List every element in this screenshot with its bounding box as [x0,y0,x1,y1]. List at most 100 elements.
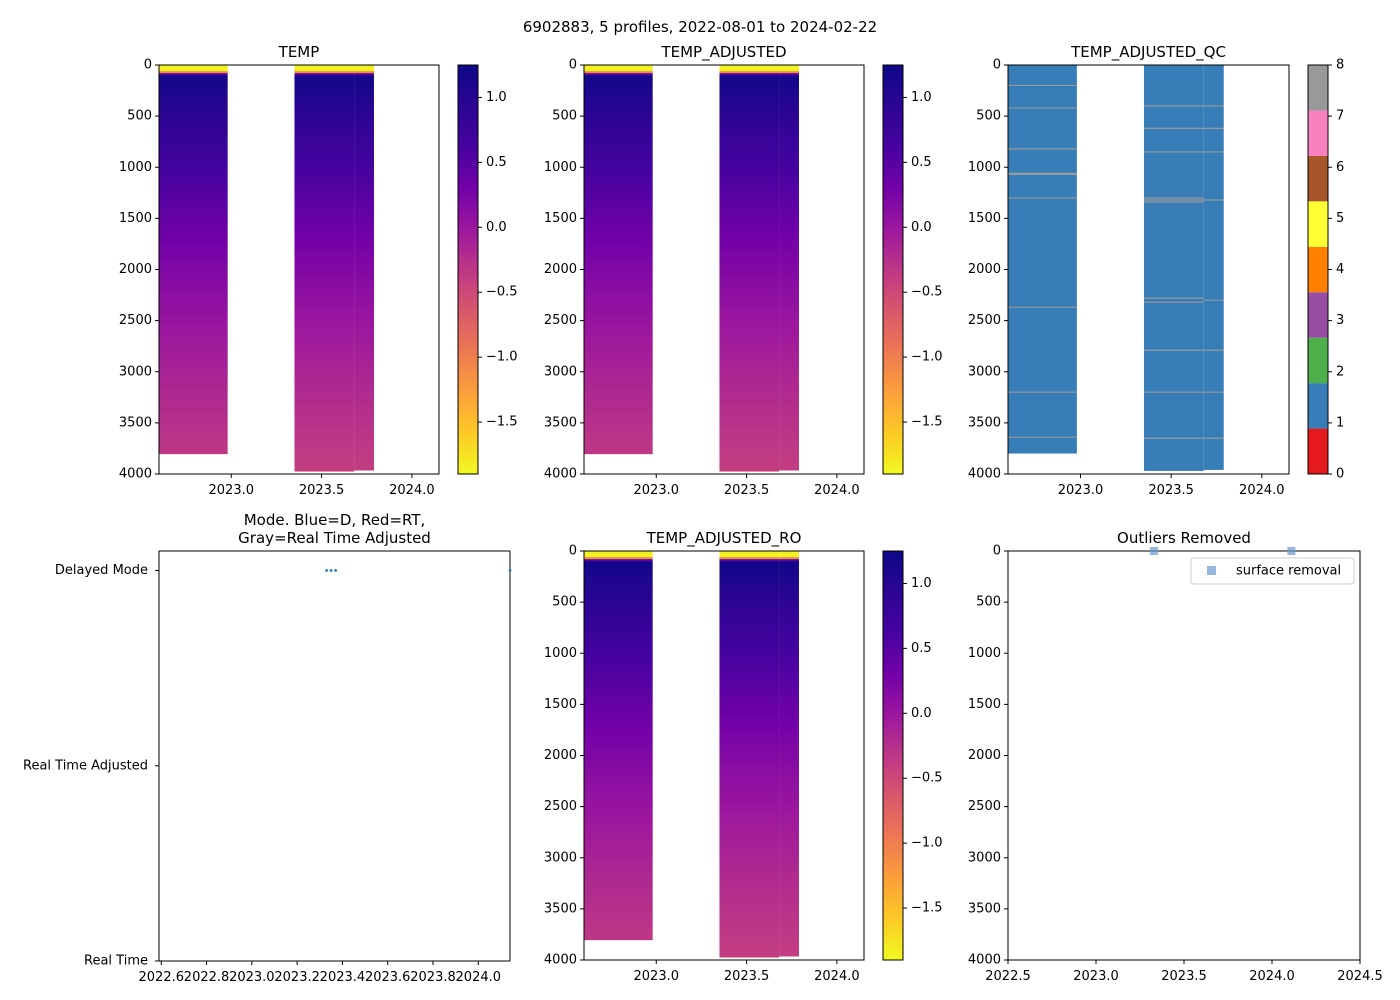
heatmap-cell [159,406,228,410]
heatmap-cell [584,234,653,238]
heatmap-cell [294,154,355,158]
heatmap-cell [584,733,653,736]
heatmap-cell [584,228,653,232]
heatmap-cell [719,87,780,91]
heatmap-cell [354,116,374,119]
heatmap-cell [294,359,355,363]
heatmap-cell [159,169,228,172]
heatmap-cell [719,257,780,260]
heatmap-cell [779,443,799,446]
heatmap-cell [294,275,355,279]
heatmap-cell [294,247,355,250]
heatmap-cell [719,433,780,436]
heatmap-cell [779,91,799,95]
heatmap-cell [584,602,653,605]
heatmap-cell [584,870,653,873]
heatmap-cell [779,784,799,787]
heatmap-cell [584,306,653,309]
heatmap-cell [584,925,653,928]
heatmap-cell [779,757,799,761]
heatmap-cell [719,808,780,812]
heatmap-cell [584,398,653,401]
heatmap-cell [584,171,653,174]
heatmap-cell [779,816,799,820]
heatmap-cell [584,749,653,753]
heatmap-cell [294,410,355,414]
heatmap-cell [584,312,653,316]
heatmap-cell [584,433,653,436]
heatmap-cell [294,355,355,359]
heatmap-cell [584,255,653,258]
heatmap-cell [719,712,780,716]
heatmap-cell [294,449,355,453]
heatmap-cell [719,404,780,408]
heatmap-cell [719,681,780,685]
heatmap-cell [719,347,780,350]
heatmap-cell [779,931,799,935]
heatmap-cell [584,416,653,420]
heatmap-cell [354,77,374,80]
heatmap-cell [294,79,355,82]
heatmap-cell [584,874,653,877]
heatmap-cell [354,398,374,401]
heatmap-cell [294,132,355,136]
heatmap-cell [354,263,374,267]
heatmap-cell [719,261,780,264]
heatmap-cell [354,363,374,367]
heatmap-cell [584,655,653,658]
heatmap-cell [584,347,653,350]
heatmap-cell [719,365,780,369]
colorbar-tick-label: 4 [1336,262,1344,277]
heatmap-cell [354,336,374,340]
heatmap-cell [779,195,799,199]
heatmap-cell [779,451,799,455]
heatmap-cell [159,324,228,328]
heatmap-cell [584,375,653,379]
heatmap-cell [354,167,374,170]
heatmap-cell [354,95,374,99]
heatmap-cell [584,814,653,818]
heatmap-cell [294,109,355,113]
qc-column [1203,65,1224,470]
heatmap-cell [779,291,799,295]
heatmap-cell [719,271,780,275]
heatmap-cell [779,107,799,111]
y-tick-label: 500 [976,595,1001,610]
heatmap-cell [159,424,228,428]
heatmap-cell [584,659,653,663]
heatmap-cell [159,322,228,326]
heatmap-cell [779,634,799,638]
heatmap-cell [779,857,799,861]
heatmap-cell [779,806,799,810]
heatmap-cell [779,683,799,687]
heatmap-cell [779,577,799,581]
heatmap-cell [779,767,799,771]
heatmap-cell [584,595,653,599]
heatmap-cell [584,91,653,95]
heatmap-cell [779,204,799,207]
heatmap-cell [584,872,653,875]
heatmap-cell [779,661,799,665]
heatmap-cell [584,551,653,554]
heatmap-cell [354,455,374,459]
heatmap-cell [294,273,355,277]
heatmap-cell [159,132,228,136]
heatmap-cell [159,412,228,416]
heatmap-cell [294,181,355,185]
heatmap-cell [584,251,653,254]
heatmap-cell [779,89,799,93]
heatmap-cell [719,455,780,459]
heatmap-cell [719,253,780,256]
heatmap-cell [779,640,799,644]
heatmap-cell [719,634,780,638]
x-tick-label: 2023.5 [1161,969,1207,984]
heatmap-cell [354,228,374,232]
heatmap-cell [779,300,799,303]
heatmap-cell [584,424,653,428]
heatmap-cell [584,851,653,855]
heatmap-cell [779,167,799,170]
heatmap-cell [584,240,653,244]
heatmap-cell [779,99,799,103]
heatmap-cell [719,616,780,620]
heatmap-cell [719,349,780,352]
